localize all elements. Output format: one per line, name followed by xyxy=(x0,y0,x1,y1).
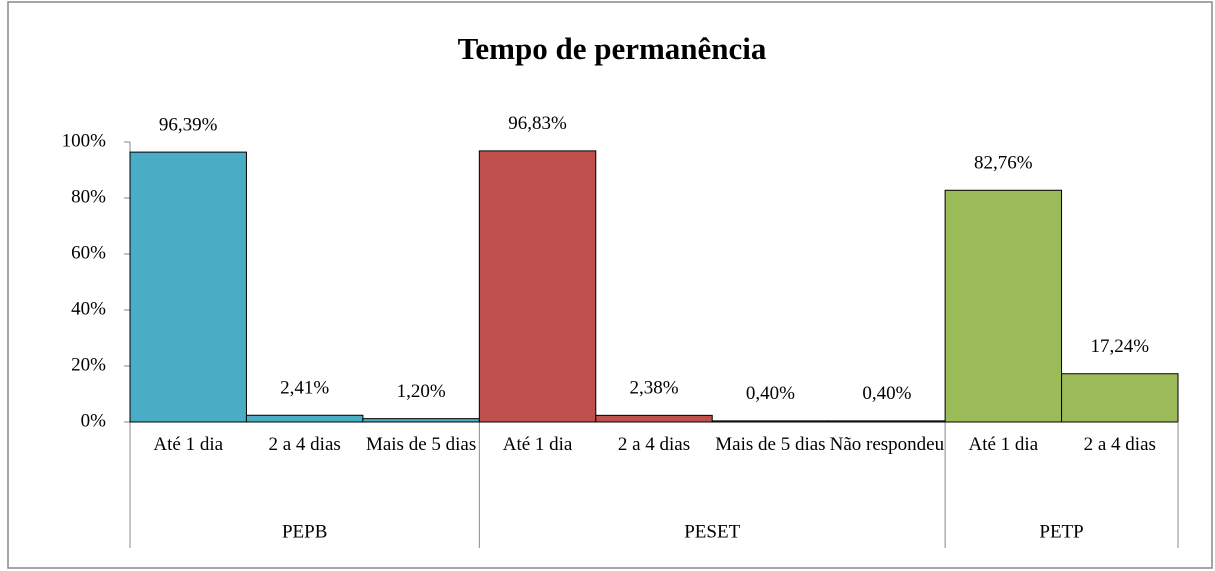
chart-title: Tempo de permanência xyxy=(458,31,767,66)
x-tick-label: 2 a 4 dias xyxy=(617,434,691,455)
x-tick-label: Mais de 5 dias xyxy=(365,434,477,455)
y-tick-label: 20% xyxy=(71,354,106,375)
x-tick-label: 2 a 4 dias xyxy=(1083,434,1156,455)
bar xyxy=(944,189,1063,423)
chart-border xyxy=(7,1,1213,569)
value-label: 96,39% xyxy=(159,114,218,135)
y-tick-label: 40% xyxy=(71,298,106,319)
bar xyxy=(245,414,364,423)
bar xyxy=(595,414,713,423)
value-label: 1,20% xyxy=(397,381,446,402)
value-label: 2,38% xyxy=(629,378,678,399)
bar xyxy=(478,150,597,423)
group-label: PEPB xyxy=(282,521,327,542)
value-label: 17,24% xyxy=(1090,336,1149,357)
y-tick-label: 80% xyxy=(71,186,106,207)
x-tick-label: Mais de 5 dias xyxy=(715,434,826,455)
value-label: 0,40% xyxy=(862,383,911,404)
group-label: PESET xyxy=(684,521,740,542)
value-label: 0,40% xyxy=(746,383,795,404)
value-label: 82,76% xyxy=(974,153,1033,174)
x-tick-label: Até 1 dia xyxy=(153,434,224,455)
bar xyxy=(1061,373,1179,423)
value-label: 2,41% xyxy=(280,378,329,399)
x-tick-label: Até 1 dia xyxy=(968,434,1039,455)
x-tick-label: Não respondeu xyxy=(829,434,945,455)
bar xyxy=(362,418,480,423)
bar xyxy=(711,420,830,423)
y-tick-label: 0% xyxy=(81,410,107,431)
x-tick-label: Até 1 dia xyxy=(502,434,573,455)
y-tick-label: 60% xyxy=(71,242,106,263)
x-tick-label: 2 a 4 dias xyxy=(268,434,341,455)
bar xyxy=(129,151,247,423)
bar xyxy=(828,420,946,423)
y-tick-label: 100% xyxy=(62,130,107,151)
value-label: 96,83% xyxy=(508,113,567,134)
group-label: PETP xyxy=(1039,521,1083,542)
